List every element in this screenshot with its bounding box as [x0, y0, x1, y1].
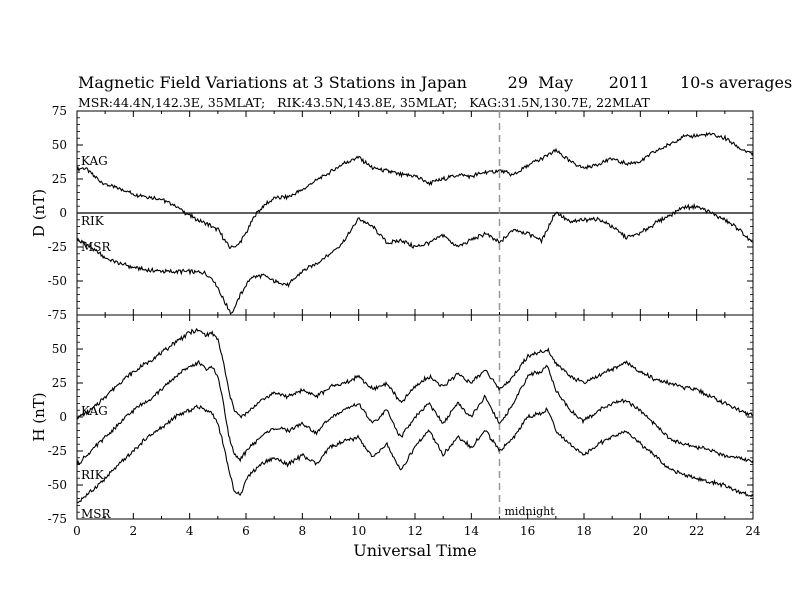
- station-label-rik: RIK: [81, 468, 105, 482]
- x-tick-label: 2: [130, 524, 138, 538]
- chart-subtitle: MSR:44.4N,142.3E, 35MLAT; RIK:43.5N,143.…: [78, 95, 650, 110]
- station-label-kag: KAG: [81, 404, 108, 418]
- series-line-rik: [76, 202, 754, 315]
- x-tick-label: 0: [73, 524, 81, 538]
- y-tick-label: 0: [59, 206, 67, 220]
- x-tick-label: 14: [464, 524, 480, 538]
- station-label-rik: RIK: [81, 214, 105, 228]
- series-line-kag: [76, 327, 754, 420]
- x-tick-label: 24: [745, 524, 761, 538]
- x-tick-label: 18: [576, 524, 591, 538]
- x-axis-label: Universal Time: [353, 541, 476, 560]
- y-tick-label: 0: [59, 410, 67, 424]
- y-axis-label: D (nT): [30, 189, 48, 237]
- x-tick-label: 6: [242, 524, 250, 538]
- y-axis-label: H (nT): [30, 392, 48, 441]
- x-tick-label: 22: [689, 524, 704, 538]
- series-line-kag: [76, 131, 754, 249]
- y-tick-label: -50: [48, 478, 67, 492]
- x-tick-label: 10: [351, 524, 366, 538]
- y-tick-label: -50: [48, 274, 67, 288]
- series-line-rik: [76, 359, 754, 466]
- x-tick-label: 12: [407, 524, 422, 538]
- x-tick-label: 8: [299, 524, 307, 538]
- x-tick-label: 4: [186, 524, 194, 538]
- series-line-msr: [76, 404, 754, 504]
- y-tick-label: -25: [48, 444, 67, 458]
- y-tick-label: 75: [52, 104, 67, 118]
- chart-title: Magnetic Field Variations at 3 Stations …: [78, 73, 792, 92]
- y-tick-label: 50: [52, 138, 67, 152]
- x-tick-label: 20: [633, 524, 648, 538]
- y-tick-label: 50: [52, 342, 67, 356]
- y-tick-label: -75: [48, 512, 67, 526]
- station-label-msr: MSR: [81, 507, 112, 521]
- midnight-label: midnight: [505, 505, 556, 518]
- station-label-kag: KAG: [81, 154, 108, 168]
- y-tick-label: 25: [52, 376, 67, 390]
- x-tick-label: 16: [520, 524, 535, 538]
- station-label-msr: MSR: [81, 240, 112, 254]
- y-tick-label: 25: [52, 172, 67, 186]
- y-tick-label: -75: [48, 308, 67, 322]
- y-tick-label: -25: [48, 240, 67, 254]
